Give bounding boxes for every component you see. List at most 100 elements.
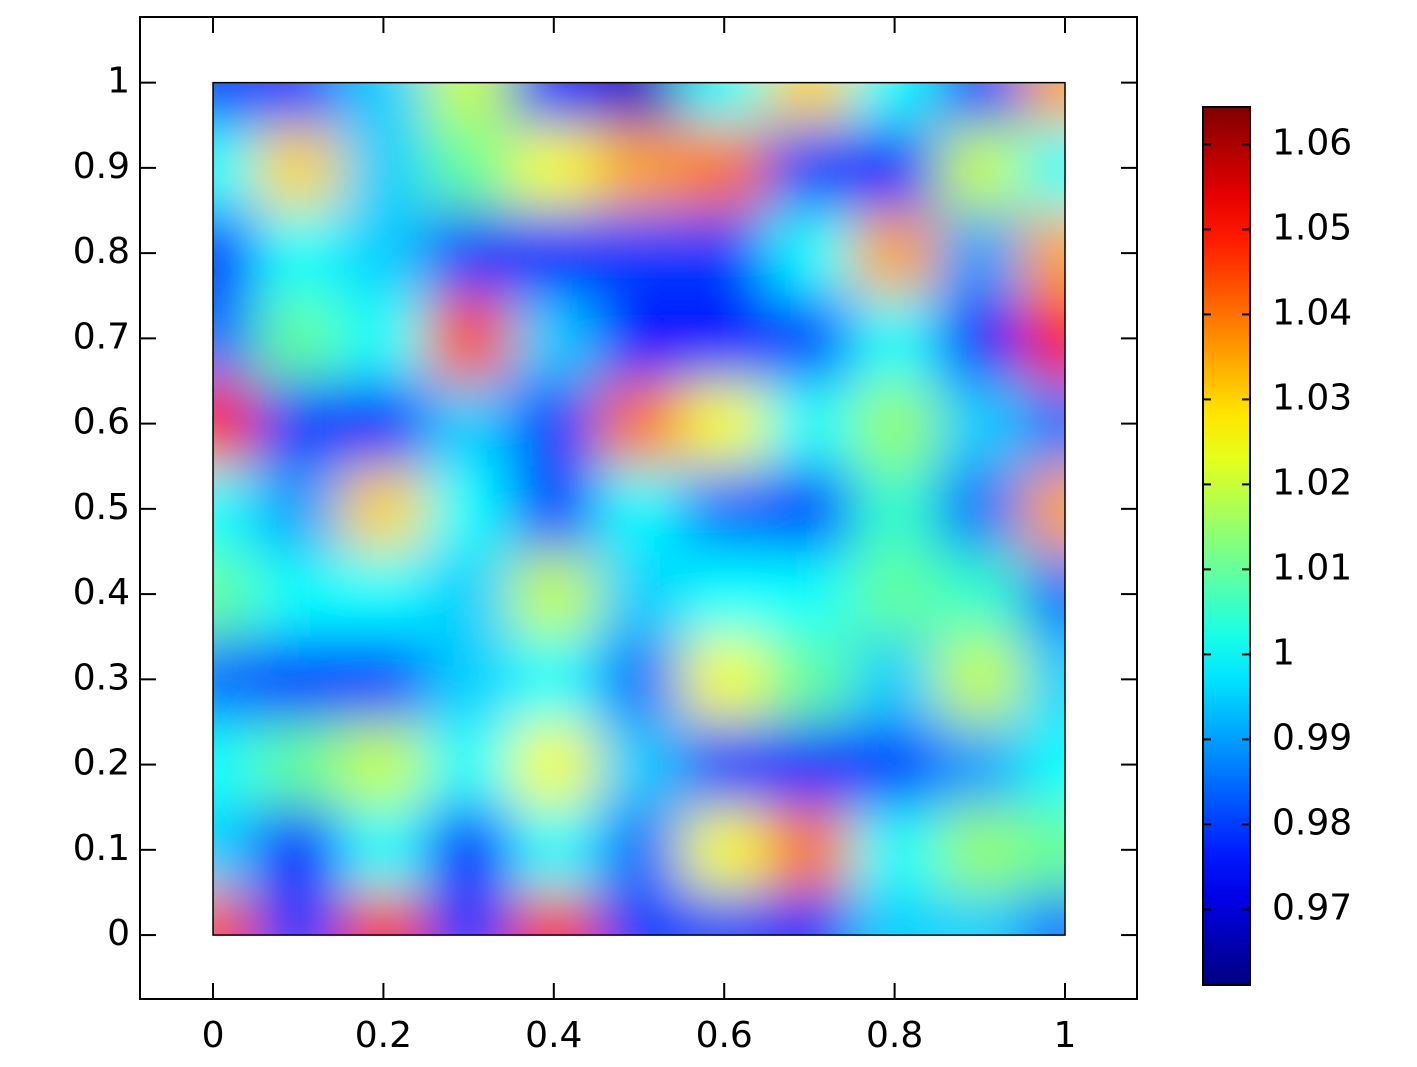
colorbar-tick-label: 0.97 (1272, 887, 1352, 928)
heatmap-cell (213, 82, 257, 126)
heatmap-cell (213, 806, 257, 893)
heatmap-cell (425, 124, 512, 212)
heatmap-cell (213, 550, 257, 638)
heatmap-cell (681, 636, 768, 723)
heatmap-cell (510, 721, 597, 808)
y-tick-label: 0.4 (73, 572, 130, 613)
heatmap-cell (936, 636, 1023, 723)
heatmap-cell (681, 465, 768, 552)
heatmap-cell (255, 380, 342, 467)
heatmap-cell (681, 721, 768, 808)
heatmap-cell (213, 636, 257, 723)
heatmap-cell (595, 210, 683, 297)
heatmap-cell (425, 295, 512, 382)
heatmap-cell (213, 891, 257, 936)
heatmap-cell (595, 465, 683, 552)
y-tick-label: 0.9 (73, 146, 130, 187)
heatmap-cell (595, 124, 683, 212)
heatmap-cell (851, 465, 938, 552)
heatmap-cell (1021, 806, 1066, 893)
y-tick-label: 0.8 (73, 231, 130, 272)
heatmap-cell (936, 82, 1023, 126)
colorbar-tick-label: 1.05 (1272, 207, 1352, 248)
heatmap-cell (681, 124, 768, 212)
heatmap-cell (595, 295, 683, 382)
heatmap-cell (851, 124, 938, 212)
heatmap-cell (255, 721, 342, 808)
y-tick-label: 0.3 (73, 657, 130, 698)
heatmap-cell (766, 465, 853, 552)
heatmap-cell (766, 806, 853, 893)
heatmap-cell (510, 465, 597, 552)
heatmap-cell (1021, 550, 1066, 638)
heatmap-cell (510, 891, 597, 936)
heatmap-cell (936, 465, 1023, 552)
colorbar-tick-label: 1.04 (1272, 292, 1352, 333)
heatmap-cell (425, 891, 512, 936)
y-tick-label: 0.7 (73, 316, 130, 357)
heatmap-cell (255, 550, 342, 638)
heatmap-cell (766, 124, 853, 212)
plot-frame (212, 81, 1066, 936)
heatmap-cell (595, 550, 683, 638)
heatmap-field (213, 82, 1066, 936)
heatmap-cell (851, 550, 938, 638)
heatmap-cell (255, 210, 342, 297)
heatmap-cell (510, 82, 597, 126)
heatmap-cell (1021, 380, 1066, 467)
heatmap-cell (595, 721, 683, 808)
heatmap-cell (936, 891, 1023, 936)
heatmap-cell (681, 550, 768, 638)
heatmap-cell (340, 82, 427, 126)
heatmap-cell (425, 806, 512, 893)
heatmap-cell (681, 295, 768, 382)
heatmap-cell (851, 380, 938, 467)
heatmap-cell (681, 806, 768, 893)
heatmap-cell (681, 210, 768, 297)
heatmap-cell (213, 295, 257, 382)
heatmap-cell (255, 806, 342, 893)
heatmap-cell (425, 721, 512, 808)
heatmap-cell (425, 550, 512, 638)
colorbar-tick-label: 1.06 (1272, 122, 1352, 163)
heatmap-cell (851, 721, 938, 808)
y-tick-label: 1 (107, 61, 130, 102)
heatmap-cell (766, 295, 853, 382)
colorbar (1202, 106, 1251, 986)
heatmap-cell (340, 124, 427, 212)
heatmap-cell (340, 465, 427, 552)
x-tick-label: 0.4 (525, 1015, 582, 1056)
heatmap-cell (510, 380, 597, 467)
heatmap-cell (681, 82, 768, 126)
heatmap-cell (595, 636, 683, 723)
heatmap-cell (255, 891, 342, 936)
heatmap-cell (510, 550, 597, 638)
y-tick-label: 0.1 (73, 828, 130, 869)
heatmap-cell (255, 295, 342, 382)
x-tick-label: 1 (1054, 1015, 1077, 1056)
heatmap-cell (340, 550, 427, 638)
heatmap-cell (1021, 721, 1066, 808)
heatmap-cell (936, 124, 1023, 212)
x-tick-label: 0.6 (696, 1015, 753, 1056)
heatmap-cell (213, 210, 257, 297)
x-tick-label: 0.2 (355, 1015, 412, 1056)
heatmap-cell (340, 636, 427, 723)
heatmap-cell (851, 295, 938, 382)
heatmap-cell (340, 295, 427, 382)
heatmap-cell (213, 721, 257, 808)
colorbar-tick-label: 1.01 (1272, 547, 1352, 588)
y-tick-label: 0.5 (73, 487, 130, 528)
heatmap-cell (1021, 891, 1066, 936)
heatmap-cell (510, 636, 597, 723)
colorbar-tick-label: 0.99 (1272, 717, 1352, 758)
heatmap-cell (766, 891, 853, 936)
heatmap-cell (681, 380, 768, 467)
heatmap-cell (255, 124, 342, 212)
heatmap-cell (1021, 82, 1066, 126)
heatmap-cell (766, 380, 853, 467)
heatmap-cell (255, 636, 342, 723)
heatmap-cell (255, 82, 342, 126)
heatmap-cell (510, 806, 597, 893)
